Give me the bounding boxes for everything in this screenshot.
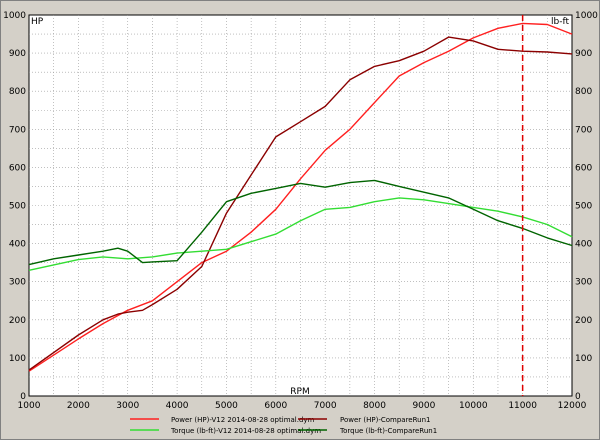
x-tick-label: 8000	[363, 401, 386, 411]
right-y-tick-label: 100	[575, 354, 592, 364]
left-y-tick-label: 700	[9, 125, 26, 135]
right-y-tick-label: 300	[575, 278, 592, 288]
x-tick-labels: 1000 2000 3000 4000 5000 6000 7000 8000 9000 1000…	[18, 401, 587, 411]
left-y-tick-labels: 0 100 200 300 400 500 600 700 800 900 1000	[3, 11, 26, 402]
left-y-tick-label: 200	[9, 316, 26, 326]
left-y-tick-label: 300	[9, 278, 26, 288]
legend-label-torque-v12: Torque (lb-ft)-V12 2014-08-28 optimal.dy…	[170, 427, 321, 435]
left-y-tick-label: 900	[9, 49, 26, 59]
series-line-2	[28, 197, 573, 271]
x-tick-label: 1000	[18, 401, 41, 411]
x-tick-label: 11000	[508, 401, 537, 411]
x-tick-label: 2000	[67, 401, 90, 411]
x-tick-label: 7000	[314, 401, 337, 411]
series-line-3	[28, 179, 573, 266]
left-axis-label: HP	[31, 17, 44, 27]
right-y-tick-label: 800	[575, 87, 592, 97]
right-y-tick-label: 700	[575, 125, 592, 135]
right-y-tick-labels: 0 100 200 300 400 500 600 700 800 900 1000	[575, 11, 598, 402]
left-y-tick-label: 800	[9, 87, 26, 97]
left-y-tick-label: 600	[9, 163, 26, 173]
right-y-tick-label: 600	[575, 163, 592, 173]
left-y-tick-label: 100	[9, 354, 26, 364]
series-layer	[28, 22, 573, 372]
series-line-0	[28, 22, 573, 372]
right-y-tick-label: 900	[575, 49, 592, 59]
right-y-tick-label: 500	[575, 202, 592, 212]
left-y-tick-label: 1000	[3, 11, 26, 21]
right-axis-label: lb-ft	[551, 17, 569, 27]
x-tick-label: 4000	[166, 401, 189, 411]
x-tick-label: 3000	[116, 401, 139, 411]
x-tick-label: 10000	[459, 401, 488, 411]
left-y-tick-label: 400	[9, 240, 26, 250]
right-y-tick-label: 1000	[575, 11, 598, 21]
x-tick-label: 5000	[215, 401, 238, 411]
legend-label-power-v12: Power (HP)-V12 2014-08-28 optimal.dym	[171, 416, 315, 424]
legend: Power (HP)-V12 2014-08-28 optimal.dym Po…	[130, 416, 437, 435]
x-tick-label: 9000	[412, 401, 435, 411]
legend-label-torque-compare: Torque (lb-ft)-CompareRun1	[339, 427, 437, 435]
right-y-tick-label: 400	[575, 240, 592, 250]
right-y-tick-label: 0	[575, 392, 581, 402]
legend-label-power-compare: Power (HP)-CompareRun1	[340, 416, 431, 424]
x-axis-label: RPM	[290, 387, 309, 397]
right-y-tick-label: 200	[575, 316, 592, 326]
left-y-tick-label: 500	[9, 202, 26, 212]
series-line-1	[28, 36, 573, 371]
grid	[29, 15, 572, 396]
x-tick-label: 6000	[264, 401, 287, 411]
x-tick-label: 12000	[558, 401, 587, 411]
left-y-tick-label: 0	[20, 392, 26, 402]
